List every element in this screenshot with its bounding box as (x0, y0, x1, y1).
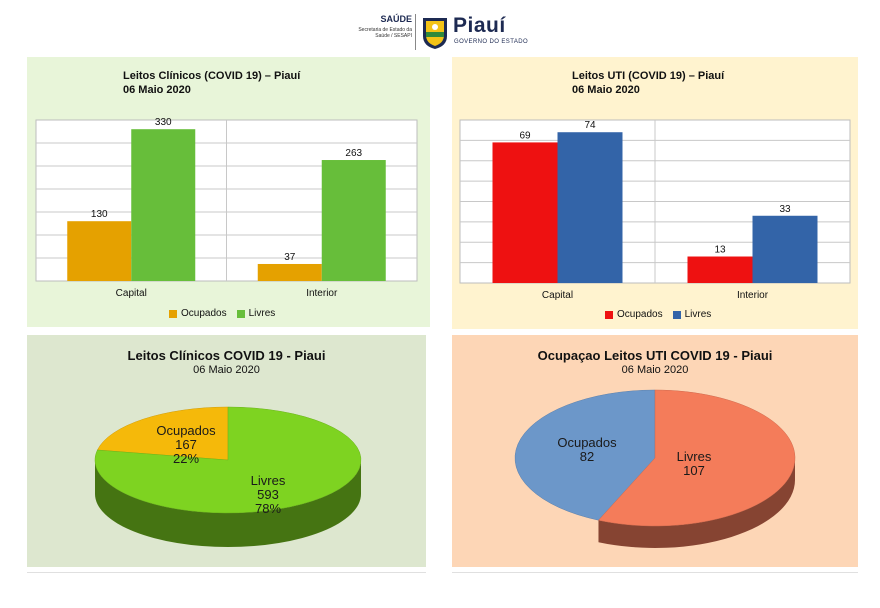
legend-label-ocupados: Ocupados (617, 309, 663, 320)
pie-label-ocupados: Ocupados (156, 423, 216, 438)
chart-panel-leitos-clinicos-bar: Leitos Clínicos (COVID 19) – Piauí 06 Ma… (27, 57, 430, 327)
secretaria-label: Secretaria de Estado da Saúde / SESAPI (358, 27, 412, 39)
bar-ocupados-capital (67, 221, 132, 281)
pie-label-ocupados: Ocupados (557, 435, 617, 450)
pie-label-ocupados: 167 (175, 437, 197, 452)
legend-label-livres: Livres (248, 308, 276, 319)
data-label: 74 (584, 120, 596, 131)
piaui-wordmark: Piauí (453, 14, 506, 37)
chart-panel-leitos-uti-bar: Leitos UTI (COVID 19) – Piauí 06 Maio 20… (452, 57, 858, 329)
pie-label-ocupados: 22% (173, 451, 199, 466)
bar-chart-svg: 130 330 Capital 37 263 Interior (35, 117, 418, 299)
piaui-seal-icon (423, 18, 447, 49)
pie-slice-ocupados (97, 406, 229, 461)
data-label: 130 (91, 209, 108, 220)
saude-label: SAÚDE (380, 14, 412, 24)
pie-label-ocupados: 82 (580, 449, 594, 464)
bar-livres-capital (131, 129, 196, 281)
pie-side-livres (598, 458, 795, 548)
bar-livres-interior (752, 215, 818, 283)
legend-swatch-ocupados (605, 310, 613, 319)
pie-slice-livres (94, 406, 362, 514)
pie-label-livres: 593 (257, 487, 279, 502)
divider-line (452, 572, 858, 573)
logo-divider (415, 14, 416, 50)
chart-title: Leitos Clínicos COVID 19 - Piaui (127, 348, 326, 363)
chart-subtitle: 06 Maio 2020 (572, 84, 640, 96)
bar-ocupados-capital (492, 142, 558, 283)
category-label: Capital (116, 288, 147, 299)
pie-side-livres (95, 460, 361, 547)
chart-title: Leitos Clínicos (COVID 19) – Piauí (123, 70, 301, 82)
legend-swatch-ocupados (169, 309, 177, 318)
chart-subtitle: 06 Maio 2020 (123, 84, 191, 96)
data-label: 13 (714, 245, 726, 256)
chart-title: Ocupaçao Leitos UTI COVID 19 - Piaui (537, 348, 773, 363)
bar-livres-interior (321, 160, 386, 281)
chart-subtitle: 06 Maio 2020 (193, 364, 260, 376)
pie-slice-ocupados (514, 389, 656, 521)
chart-subtitle: 06 Maio 2020 (621, 364, 689, 376)
data-label: 69 (519, 130, 531, 141)
data-label: 263 (345, 148, 362, 159)
pie-label-livres: 78% (255, 501, 281, 516)
pie-label-livres: 107 (683, 463, 705, 478)
pie-label-livres: Livres (677, 449, 712, 464)
bar-ocupados-interior (687, 256, 753, 283)
category-label: Interior (737, 290, 769, 301)
divider-line (27, 572, 426, 573)
bar-chart-svg: 69 74 Capital 13 33 Interior (459, 119, 851, 301)
pie-label-livres: Livres (251, 473, 286, 488)
bar-ocupados-interior (257, 263, 322, 281)
governo-label: GOVERNO DO ESTADO (454, 39, 529, 45)
category-label: Capital (542, 290, 573, 301)
legend-label-livres: Livres (684, 309, 712, 320)
chart-panel-leitos-uti-pie: Ocupaçao Leitos UTI COVID 19 - Piaui 06 … (452, 335, 858, 567)
data-label: 37 (284, 252, 296, 263)
pie-slice-livres (598, 389, 796, 527)
chart-legend: Ocupados Livres (605, 309, 711, 320)
chart-legend: Ocupados Livres (169, 308, 275, 319)
legend-label-ocupados: Ocupados (181, 308, 227, 319)
bar-livres-capital (557, 132, 623, 283)
data-label: 330 (155, 117, 172, 128)
legend-swatch-livres (236, 309, 245, 318)
chart-panel-leitos-clinicos-pie: Leitos Clínicos COVID 19 - Piaui 06 Maio… (27, 335, 426, 567)
header-logo: SAÚDE Secretaria de Estado da Saúde / SE… (350, 12, 530, 54)
chart-title: Leitos UTI (COVID 19) – Piauí (572, 70, 725, 82)
data-label: 33 (779, 204, 791, 215)
category-label: Interior (306, 288, 338, 299)
legend-swatch-livres (672, 310, 681, 319)
